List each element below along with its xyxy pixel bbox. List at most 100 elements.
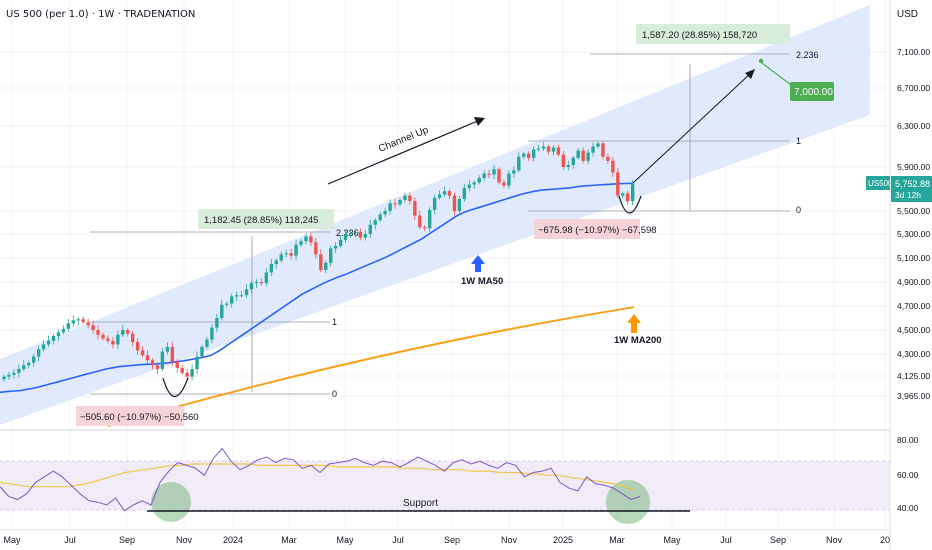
bottom-arc-2023 [162,377,189,398]
time-axis-label: Nov [826,535,843,545]
candle-body [150,360,155,366]
time-axis-label: May [3,535,21,545]
candle-body [230,296,234,304]
candle-body [601,143,605,157]
measure-box-2025 [636,24,790,44]
candle-body [432,197,437,210]
rsi-band [0,461,890,510]
candle-body [56,332,61,336]
symbol-tag [866,176,890,190]
time-axis-label: Nov [501,535,518,545]
candle-body [126,330,130,334]
candle-body [319,254,323,270]
time-axis-label: Nov [176,535,193,545]
candle-body [467,184,471,188]
candle-body [254,282,259,284]
bottom-arc-2025 [618,195,642,214]
measure-drop-box-2025 [534,219,640,239]
candle-body [111,340,115,345]
rsi-line [0,447,641,512]
candle-body [487,173,491,175]
candle-body [363,234,368,238]
candle-body [22,365,26,370]
price-axis-label: 4,300.00 [897,349,930,359]
candle-body [383,211,387,215]
candle-body [269,264,273,273]
candle-body [403,195,407,200]
price-axis-bg [890,0,932,550]
ma50-label: 1W MA50 [461,276,503,287]
ma200-line [107,306,635,427]
candle-body [457,198,462,211]
candle-body [17,369,21,373]
candle-body [36,349,41,357]
last-price-value: 5,752.88 [895,179,930,189]
measure-box-2024 [198,209,334,229]
candle-body [41,344,46,350]
candle-body [630,183,635,202]
candle-body [32,356,36,363]
projection-arrow [632,71,753,184]
candle-body [343,234,348,240]
time-axis-label: Sep [119,535,135,545]
candle-body [581,150,585,161]
time-axis-label: May [336,535,354,545]
candle-body [358,231,363,238]
channel-up-band [0,5,870,425]
last-price-tag [891,176,932,202]
time-axis[interactable]: May Jul Sep Nov 2024 Mar May Jul Sep Nov 2025 Mar Ma… [3,535,890,545]
candle-body [447,191,452,196]
candle-body [239,295,244,297]
candle-body [413,201,417,216]
symbol-title[interactable]: US 500 (per 1.0) · 1W · TRADENATION [6,9,196,20]
candle-body [66,323,71,329]
candle-body [551,147,556,152]
candle-body [284,253,288,255]
time-axis-label: Sep [770,535,786,545]
ma200-label: 1W MA200 [614,335,662,346]
rsi-axis: 80.00 60.00 40.00 [897,435,919,513]
candle-body [101,334,105,339]
candle-body [378,214,382,221]
candle-body [135,342,140,351]
currency-label: USD [896,9,918,20]
candle-body [170,346,174,362]
candle-body [86,322,90,326]
candle-body [517,156,521,171]
candle-body [210,327,214,340]
candle-body [155,365,160,370]
candle-body [7,374,11,377]
candle-body [512,170,516,174]
candle-body [2,376,6,380]
measure-text-2025: 1,587.20 (28.85%) 158,720 [642,30,757,41]
candle-body [507,173,511,186]
candle-body [353,231,358,233]
candle-body [76,319,80,321]
target-dot [758,58,764,64]
candle-body [175,361,179,368]
candle-body [294,244,298,256]
rsi-low-circle-2023 [151,482,191,522]
price-axis[interactable]: 7,100.00 6,700.00 6,300.00 5,900.00 5,500.00… [897,47,930,401]
candle-body [502,182,506,186]
candle-body [368,224,372,234]
candle-body [195,356,199,370]
channel-up-label: Channel Up [377,125,430,155]
fib-2025-level-0: 0 [796,205,801,215]
candle-body [96,330,100,335]
candle-body [106,338,110,341]
candle-body [215,318,219,328]
price-axis-label: 7,100.00 [897,47,930,57]
measure-drop-text-2023: −505.60 (−10.97%) −50,560 [80,412,199,423]
candle-body [324,262,328,270]
candle-body [304,236,308,242]
candle-body [299,241,303,245]
candle-body [121,330,125,335]
time-axis-label: Mar [609,535,625,545]
candle-body [225,303,229,305]
candle-body [428,209,432,229]
candle-body [333,246,338,249]
candle-body [373,220,377,225]
candle-body [190,369,194,377]
